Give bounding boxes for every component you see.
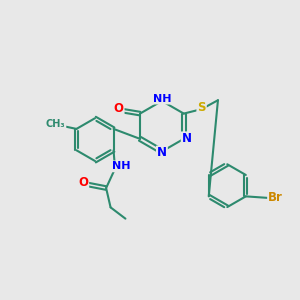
- Text: Br: Br: [268, 191, 283, 204]
- Text: N: N: [182, 132, 192, 146]
- Text: NH: NH: [153, 94, 172, 103]
- Text: NH: NH: [112, 161, 131, 171]
- Text: O: O: [78, 176, 88, 189]
- Text: O: O: [114, 102, 124, 115]
- Text: N: N: [157, 146, 167, 160]
- Text: S: S: [197, 101, 206, 114]
- Text: CH₃: CH₃: [46, 119, 65, 129]
